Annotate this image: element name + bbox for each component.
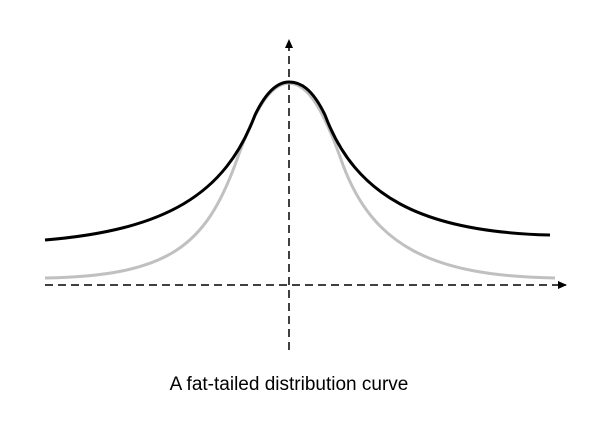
normal-curve (44, 81, 556, 280)
fat-tailed-curve (44, 80, 551, 242)
caption: A fat-tailed distribution curve (170, 374, 409, 395)
